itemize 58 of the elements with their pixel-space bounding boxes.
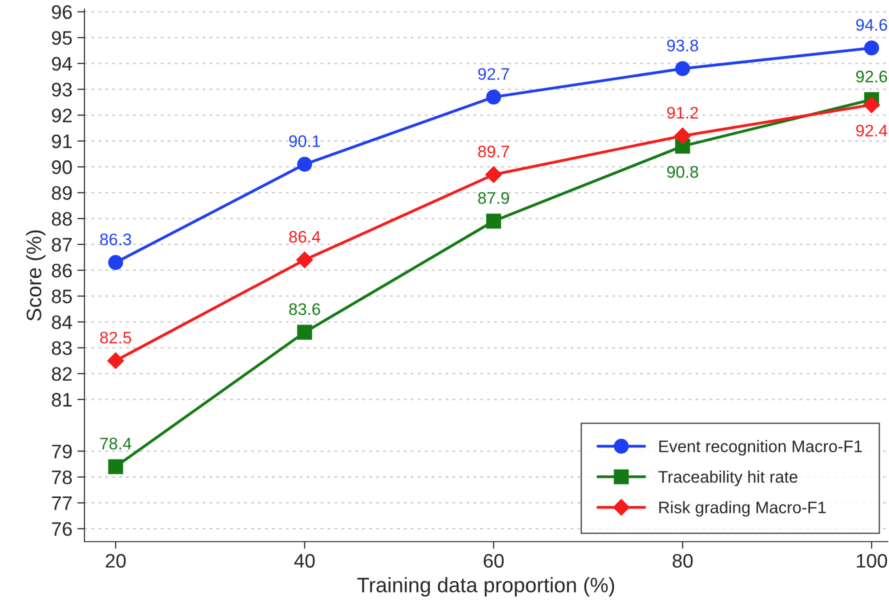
x-tick-label: 60 bbox=[484, 554, 504, 568]
data-label: 90.1 bbox=[289, 135, 320, 148]
y-tick-label: 82 bbox=[52, 367, 72, 381]
y-tick-label: 93 bbox=[52, 82, 72, 97]
y-tick-label: 84 bbox=[52, 315, 72, 330]
y-tick-label: 90 bbox=[52, 160, 72, 174]
point bbox=[485, 166, 502, 183]
point bbox=[107, 352, 124, 370]
y-tick-label: 94 bbox=[52, 56, 72, 71]
point bbox=[674, 127, 691, 144]
point bbox=[863, 96, 880, 114]
data-label: 93.8 bbox=[667, 40, 698, 52]
data-label: 82.5 bbox=[100, 332, 132, 344]
y-tick-label: 79 bbox=[52, 444, 72, 458]
legend-label: Traceability hit rate bbox=[658, 470, 798, 486]
point bbox=[675, 61, 690, 76]
y-tick-label: 88 bbox=[52, 212, 72, 226]
y-axis-title: Score (%) bbox=[26, 230, 46, 321]
y-tick-label: 87 bbox=[52, 238, 72, 252]
data-label: 78.4 bbox=[100, 438, 132, 450]
x-tick-label: 40 bbox=[294, 554, 315, 568]
y-tick-label: 95 bbox=[52, 31, 72, 45]
data-label: 87.9 bbox=[478, 192, 510, 204]
point bbox=[108, 459, 124, 474]
x-tick-label: 100 bbox=[856, 554, 888, 568]
y-tick-label: 92 bbox=[52, 108, 72, 122]
data-label: 91.2 bbox=[667, 106, 698, 119]
point bbox=[486, 214, 502, 229]
data-label: 92.4 bbox=[856, 124, 888, 136]
y-tick-label: 78 bbox=[52, 470, 72, 484]
data-label: 90.8 bbox=[667, 166, 698, 178]
point bbox=[297, 156, 312, 172]
point bbox=[296, 252, 314, 268]
x-tick-label: 80 bbox=[672, 554, 693, 568]
y-tick-label: 85 bbox=[52, 290, 72, 304]
data-label: 83.6 bbox=[289, 303, 320, 316]
point bbox=[486, 90, 502, 105]
x-axis-title: Training data proportion (%) bbox=[357, 577, 614, 597]
y-tick-label: 91 bbox=[52, 134, 72, 148]
x-tick-label: 20 bbox=[106, 554, 126, 568]
y-tick-label: 89 bbox=[52, 186, 72, 200]
data-label: 94.6 bbox=[856, 18, 888, 31]
y-tick-label: 81 bbox=[52, 392, 72, 407]
y-tick-label: 83 bbox=[52, 341, 72, 356]
point bbox=[108, 255, 124, 270]
data-label: 86.3 bbox=[100, 233, 132, 246]
y-tick-label: 76 bbox=[52, 522, 72, 536]
legend-label: Risk grading Macro-F1 bbox=[659, 501, 826, 517]
y-tick-label: 77 bbox=[52, 496, 72, 510]
data-label: 92.6 bbox=[856, 70, 888, 82]
y-tick-label: 86 bbox=[52, 264, 72, 278]
data-label: 89.7 bbox=[478, 146, 510, 158]
y-tick-label: 96 bbox=[52, 5, 72, 19]
point bbox=[297, 324, 312, 340]
data-label: 92.7 bbox=[478, 68, 510, 80]
data-label: 86.4 bbox=[289, 230, 320, 243]
point bbox=[864, 40, 880, 56]
legend-label: Event recognition Macro-F1 bbox=[659, 440, 862, 456]
